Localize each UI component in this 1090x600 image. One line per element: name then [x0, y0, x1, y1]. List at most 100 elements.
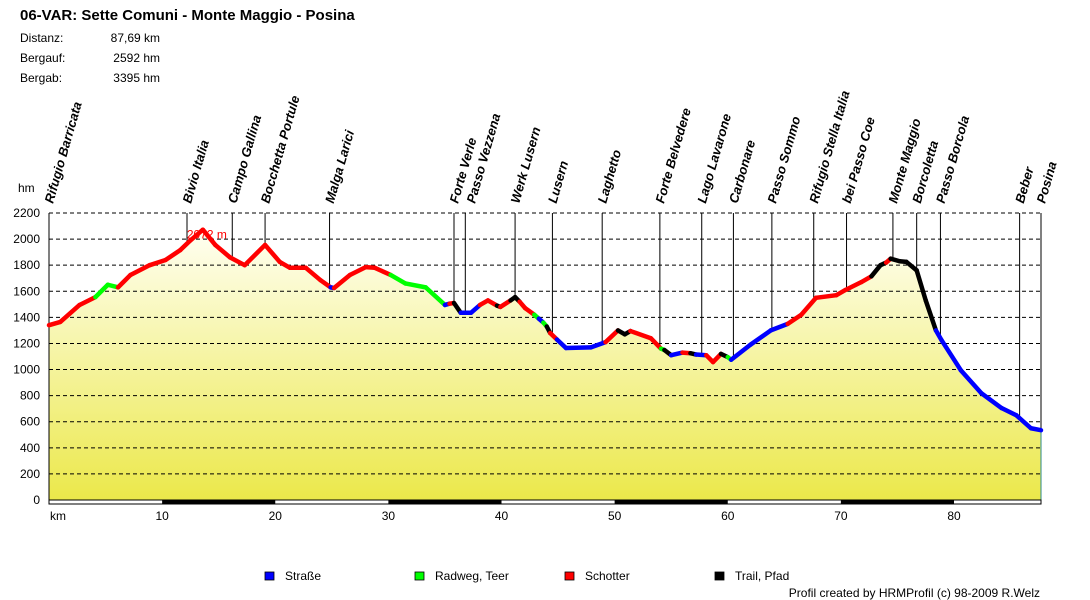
profile-segment-radweg — [93, 282, 111, 300]
y-tick-label: 1200 — [13, 336, 40, 350]
profile-segment-trail — [869, 262, 883, 279]
waypoint-label: Forte Belvedere — [652, 106, 694, 205]
legend-swatch-radweg — [414, 571, 425, 581]
profile-segment-schotter — [147, 257, 168, 268]
y-tick-label: 2000 — [13, 232, 40, 246]
profile-segment-schotter — [163, 247, 183, 263]
x-tick-label: 50 — [608, 509, 622, 523]
stat-label-distance: Distanz: — [20, 31, 63, 45]
y-tick-label: 200 — [20, 467, 40, 481]
profile-segment-schotter — [372, 265, 393, 278]
profile-segment-schotter — [603, 328, 621, 345]
y-tick-label: 800 — [20, 389, 40, 403]
profile-segment-radweg — [403, 281, 428, 290]
waypoint-label: Passo Borcola — [933, 114, 972, 205]
y-tick-label: 600 — [20, 415, 40, 429]
waypoint-label: Werk Lusern — [508, 125, 544, 205]
profile-segment-strasse — [1013, 412, 1034, 431]
waypoint-label: Lusern — [545, 159, 571, 205]
waypoint-label: Passo Sommo — [764, 115, 803, 205]
profile-segment-schotter — [799, 295, 819, 318]
waypoint-label: Rifugio Barricata — [41, 100, 84, 205]
legend-label-radweg: Radweg, Teer — [435, 569, 509, 583]
profile-segment-strasse — [958, 367, 984, 396]
profile-segment-strasse — [999, 405, 1019, 418]
profile-segment-schotter — [262, 242, 283, 265]
profile-segment-schotter — [115, 272, 133, 290]
x-axis-bar-segment — [614, 500, 728, 504]
profile-segment-schotter — [785, 312, 804, 327]
profile-segment-schotter — [813, 292, 839, 301]
stat-label-descent: Bergab: — [20, 71, 62, 85]
profile-segment-strasse — [768, 321, 790, 333]
x-tick-label: 30 — [382, 509, 396, 523]
legend-label-schotter: Schotter — [585, 569, 630, 583]
profile-segment-schotter — [843, 279, 864, 293]
profile-segment-strasse — [1028, 426, 1044, 433]
y-tick-label: 2200 — [13, 206, 40, 220]
x-tick-label: 10 — [155, 509, 169, 523]
profile-segment-schotter — [58, 302, 82, 325]
waypoint-label: Malga Larici — [322, 128, 357, 205]
x-tick-label: 40 — [495, 509, 509, 523]
x-axis-bar-segment — [162, 500, 276, 504]
profile-segment-schotter — [128, 262, 152, 278]
legend-swatch-schotter — [564, 571, 575, 581]
x-tick-label: 70 — [834, 509, 848, 523]
y-tick-label: 1000 — [13, 363, 40, 377]
x-tick-label: 20 — [269, 509, 283, 523]
legend-label-strasse: Straße — [285, 569, 321, 583]
waypoint-label: Posina — [1033, 160, 1059, 205]
x-axis-bar-segment — [840, 500, 955, 504]
profile-segment-schotter — [303, 265, 323, 283]
profile-segment-schotter — [648, 335, 664, 351]
waypoint-label: Laghetto — [595, 148, 625, 205]
profile-segment-radweg — [423, 285, 448, 308]
profile-segment-schotter — [628, 328, 654, 341]
x-tick-label: 60 — [721, 509, 735, 523]
stat-value-descent: 3395 hm — [113, 71, 160, 85]
x-tick-label: 80 — [947, 509, 961, 523]
stat-value-distance: 87,69 km — [111, 31, 160, 45]
x-axis-bar — [48, 499, 1042, 505]
y-tick-label: 400 — [20, 441, 40, 455]
y-tick-label: 1800 — [13, 258, 40, 272]
x-axis-label: km — [50, 509, 66, 523]
profile-segment-strasse — [728, 342, 753, 363]
y-tick-label: 1400 — [13, 310, 40, 324]
profile-segment-schotter — [188, 227, 206, 243]
x-axis-bar-segment — [388, 500, 502, 504]
profile-segment-schotter — [331, 272, 353, 291]
profile-segment-schotter — [242, 242, 268, 268]
profile-segment-trail — [914, 268, 928, 303]
profile-segment-schotter — [347, 264, 369, 278]
credit-footer: Profil created by HRMProfil (c) 98-2009 … — [789, 586, 1040, 600]
profile-segment-schotter — [213, 242, 233, 260]
profile-segment-schotter — [200, 227, 218, 248]
profile-area-fill — [49, 229, 1041, 500]
stat-label-ascent: Bergauf: — [20, 51, 65, 65]
profile-segment-radweg — [388, 272, 408, 286]
y-tick-label: 1600 — [13, 284, 40, 298]
y-tick-label: 0 — [33, 493, 40, 507]
legend-swatch-strasse — [264, 571, 275, 581]
legend-swatch-trail — [714, 571, 725, 581]
profile-segment-schotter — [77, 294, 98, 308]
peak-elevation-label: 2072 m — [187, 228, 227, 242]
y-axis-label: hm — [18, 181, 35, 195]
waypoint-label: Bocchetta Portule — [258, 94, 303, 205]
profile-segment-strasse — [748, 328, 773, 348]
waypoint-label: Bivio Italia — [179, 138, 211, 205]
stat-value-ascent: 2592 hm — [113, 51, 160, 65]
waypoint-label: bei Passo Coe — [839, 115, 878, 205]
profile-segment-strasse — [939, 337, 964, 373]
profile-segment-strasse — [978, 390, 1004, 411]
profile-segment-schotter — [227, 255, 247, 268]
profile-segment-schotter — [177, 238, 193, 253]
chart-title: 06-VAR: Sette Comuni - Monte Maggio - Po… — [20, 7, 355, 24]
waypoint-label: Carbonare — [726, 138, 758, 205]
legend-label-trail: Trail, Pfad — [735, 569, 789, 583]
profile-segment-strasse — [563, 345, 594, 351]
profile-segment-trail — [923, 298, 939, 333]
